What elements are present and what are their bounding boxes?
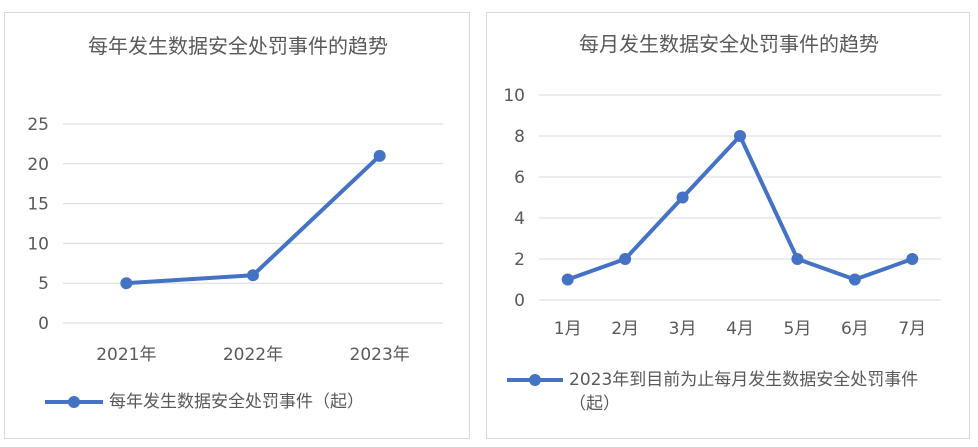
yearly-line-chart: 0 5 10 15 20 25 2021年 2022年 2023年: [27, 115, 443, 365]
x-tick-label: 3月: [669, 319, 697, 339]
chart-title: 每月发生数据安全处罚事件的趋势: [579, 32, 879, 56]
y-tick-label: 2: [514, 250, 525, 270]
monthly-chart-panel: 每月发生数据安全处罚事件的趋势 0 2 4 6 8 10 1月 2月 3月 4月 5月 6月 7月 20…: [486, 12, 970, 439]
x-tick-label: 4月: [726, 319, 754, 339]
y-tick-label: 10: [503, 86, 525, 106]
data-point: [676, 191, 689, 204]
data-point: [120, 277, 133, 290]
y-tick-label: 10: [27, 234, 49, 254]
x-tick-label: 5月: [784, 319, 812, 339]
chart-title: 每年发生数据安全处罚事件的趋势: [88, 34, 388, 58]
y-tick-label: 8: [514, 127, 525, 147]
y-tick-label: 25: [27, 115, 49, 135]
data-point: [791, 253, 804, 265]
y-tick-label: 20: [27, 155, 49, 175]
x-tick-label: 2022年: [223, 345, 283, 365]
x-tick-label: 2月: [611, 319, 639, 339]
y-tick-label: 5: [38, 274, 49, 294]
data-point: [247, 269, 259, 282]
series-line: [124, 153, 382, 286]
legend-label: 每年发生数据安全处罚事件（起）: [109, 392, 364, 412]
data-point: [619, 253, 632, 265]
data-point: [848, 273, 861, 286]
monthly-line-chart: 0 2 4 6 8 10 1月 2月 3月 4月 5月 6月 7月: [503, 86, 941, 339]
y-tick-label: 0: [514, 291, 525, 311]
chart-legend: 2023年到目前为止每月发生数据安全处罚事件（起）: [507, 368, 959, 416]
x-tick-label: 2023年: [350, 345, 410, 365]
data-point: [561, 273, 574, 286]
data-point: [373, 149, 386, 162]
x-tick-label: 7月: [898, 319, 926, 339]
x-tick-label: 1月: [554, 319, 582, 339]
y-tick-label: 15: [27, 195, 49, 215]
data-point: [906, 253, 919, 265]
y-tick-label: 6: [514, 168, 525, 188]
legend-swatch: [45, 390, 105, 414]
data-point: [734, 130, 746, 142]
legend-label: 2023年到目前为止每月发生数据安全处罚事件（起）: [569, 370, 919, 414]
x-tick-label: 2021年: [96, 345, 156, 365]
x-tick-label: 6月: [841, 319, 869, 339]
yearly-chart-panel: 每年发生数据安全处罚事件的趋势 0 5 10 15 20 25 2021年 2022年 2023…: [4, 12, 470, 439]
chart-legend: 每年发生数据安全处罚事件（起）: [45, 390, 364, 414]
legend-swatch: [507, 368, 565, 392]
y-tick-label: 4: [514, 209, 525, 229]
y-tick-label: 0: [38, 314, 49, 334]
